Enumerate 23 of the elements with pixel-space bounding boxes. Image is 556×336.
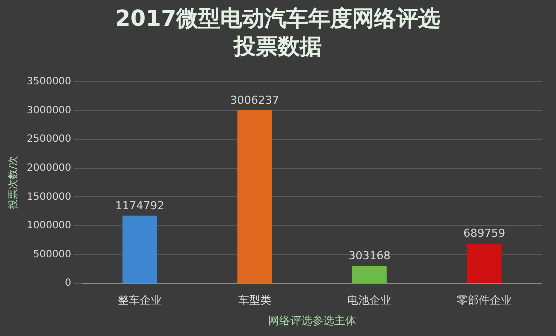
x-axis-title: 网络评选参选主体 (268, 314, 356, 328)
y-tick-label: 3500000 (26, 76, 72, 88)
y-tick-label: 1000000 (26, 220, 72, 232)
x-tick-label: 车型类 (238, 294, 272, 308)
y-tick-label: 2500000 (26, 134, 72, 146)
bar (122, 216, 158, 284)
y-tick-label: 0 (65, 278, 72, 290)
bar (238, 110, 272, 284)
bar (467, 244, 502, 284)
y-tick-label: 2000000 (26, 162, 72, 174)
bar (352, 266, 387, 284)
data-label: 1174792 (115, 199, 164, 212)
y-tick-label: 3000000 (26, 105, 72, 116)
x-tick-label: 零部件企业 (457, 294, 512, 308)
chart-title: 2017微型电动汽车年度网络评选投票数据 (114, 6, 442, 62)
y-tick-label: 500000 (33, 249, 72, 260)
x-tick-label: 整车企业 (118, 294, 162, 308)
data-label: 3006237 (230, 94, 280, 107)
y-axis-title: 投票次数/次 (8, 156, 20, 210)
data-label: 689759 (464, 227, 506, 240)
data-label: 303168 (348, 249, 391, 262)
x-tick-label: 电池企业 (348, 294, 392, 308)
y-tick-label: 1500000 (26, 192, 72, 203)
